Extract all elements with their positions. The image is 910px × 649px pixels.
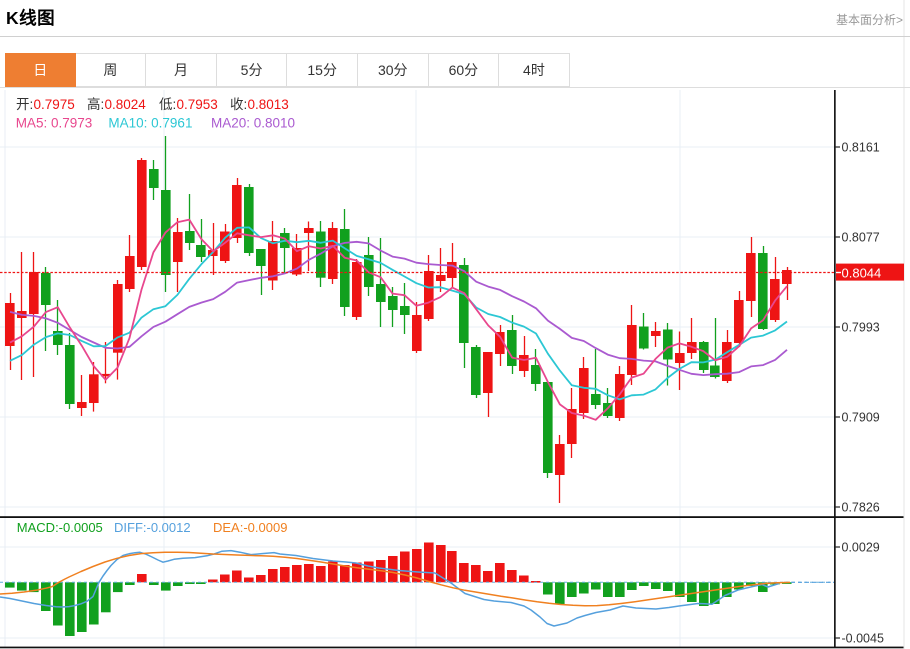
svg-text:0.7993: 0.7993 [842,320,880,334]
svg-text:0.8044: 0.8044 [842,265,882,280]
svg-text:-0.0045: -0.0045 [842,631,884,645]
svg-text:0.8161: 0.8161 [842,140,880,154]
svg-text:0.8077: 0.8077 [842,230,880,244]
svg-text:0.7826: 0.7826 [842,500,880,514]
svg-text:0.0029: 0.0029 [842,540,880,554]
svg-text:0.7909: 0.7909 [842,410,880,424]
